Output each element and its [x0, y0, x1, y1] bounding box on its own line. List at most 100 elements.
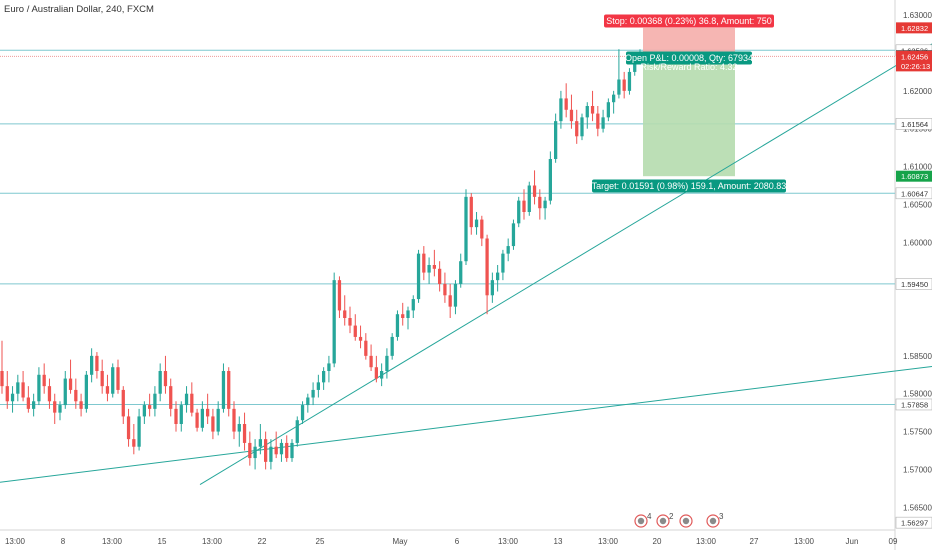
- y-tick-label: 1.58500: [903, 352, 932, 361]
- candle-body: [300, 405, 305, 421]
- trendline[interactable]: [0, 365, 932, 483]
- pnl-label-text: Open P&L: 0.00008, Qty: 67934: [625, 53, 753, 63]
- candle-body: [306, 397, 310, 406]
- y-tick-label: 1.60500: [903, 200, 932, 209]
- candle-body: [580, 117, 584, 137]
- candle-body: [10, 393, 15, 402]
- stop-label[interactable]: [604, 14, 774, 28]
- target-label-text: Target: 0.01591 (0.98%) 159.1, Amount: 2…: [592, 181, 787, 191]
- candle-body: [617, 79, 621, 95]
- candle-body: [132, 439, 136, 447]
- candle-body: [79, 401, 83, 409]
- y-tick-label: 1.57500: [903, 428, 932, 437]
- candle-body: [601, 117, 605, 129]
- y-tick-label: 1.57000: [903, 465, 932, 474]
- y-tick-label: 1.62000: [903, 87, 932, 96]
- candle-body: [90, 355, 94, 375]
- candle-body: [26, 397, 30, 409]
- candle-body: [559, 98, 563, 122]
- candle-body: [385, 355, 389, 371]
- candle-body: [532, 185, 537, 197]
- price-tag-label: 02:26:13: [901, 62, 930, 71]
- candle-body: [248, 442, 252, 459]
- candle-body: [126, 416, 131, 440]
- price-tag: [895, 278, 932, 290]
- x-tick-label: 13:00: [202, 537, 223, 546]
- candle-body: [21, 382, 25, 398]
- candle-body: [285, 442, 289, 459]
- candle-body: [200, 408, 204, 428]
- candle-body: [264, 439, 268, 462]
- price-tag: [895, 187, 932, 200]
- price-tag: [896, 170, 932, 182]
- candle-body: [485, 238, 489, 296]
- candle-body: [206, 408, 210, 417]
- price-tag-label: 1.56297: [901, 519, 928, 528]
- candle-body: [469, 196, 473, 228]
- candle-body: [316, 382, 320, 390]
- x-tick-label: 09: [889, 537, 898, 546]
- x-tick-label: 20: [653, 537, 662, 546]
- pnl-label[interactable]: [626, 51, 752, 65]
- x-tick-label: 8: [61, 537, 66, 546]
- candle-body: [295, 420, 299, 443]
- candle-body: [158, 371, 162, 394]
- candle-body: [432, 265, 436, 269]
- candle-body: [327, 363, 331, 371]
- candle-body: [74, 389, 78, 402]
- price-tag: [896, 50, 932, 62]
- risk-reward-label: Risk/Reward Ratio: 4.32: [640, 62, 737, 72]
- x-tick-label: 6: [455, 537, 460, 546]
- candle-body: [184, 393, 189, 406]
- stop-zone[interactable]: [643, 27, 735, 56]
- candle-body: [422, 253, 426, 273]
- candle-body: [453, 283, 458, 307]
- candle-body: [554, 121, 558, 159]
- candle-body: [411, 299, 415, 311]
- candle-body: [585, 106, 589, 118]
- candle-body: [137, 416, 141, 447]
- target-label[interactable]: [592, 179, 786, 193]
- candle-body: [116, 367, 120, 390]
- candle-body: [100, 371, 104, 387]
- trendline[interactable]: [199, 43, 932, 485]
- price-tag: [896, 22, 932, 34]
- candle-body: [353, 325, 357, 337]
- event-marker-dot: [682, 517, 690, 525]
- candle-body: [163, 371, 168, 387]
- candle-body: [506, 246, 510, 254]
- candle-body: [380, 371, 384, 379]
- candle-body: [111, 367, 115, 394]
- candle-body: [538, 196, 542, 209]
- candle-body: [490, 280, 494, 296]
- candle-body: [169, 386, 173, 409]
- event-marker-dot: [637, 517, 645, 525]
- candle-body: [84, 374, 88, 409]
- candle-body: [153, 393, 157, 409]
- candle-body: [501, 253, 505, 273]
- x-tick-label: 13:00: [696, 537, 717, 546]
- target-zone[interactable]: [643, 55, 735, 177]
- candle-body: [622, 79, 626, 91]
- candle-body: [364, 340, 368, 356]
- price-tag-label: 1.60647: [901, 189, 928, 198]
- candle-body: [5, 386, 9, 402]
- candle-body: [374, 367, 378, 379]
- candle-body: [575, 121, 579, 137]
- event-marker-count: 3: [719, 512, 724, 521]
- candle-body: [179, 405, 183, 424]
- candle-body: [459, 261, 463, 284]
- candle-body: [517, 200, 521, 224]
- candle-body: [464, 196, 468, 262]
- candle-body: [279, 442, 284, 455]
- candle-body: [58, 405, 62, 413]
- price-tag-label: 1.61564: [901, 120, 928, 129]
- candle-body: [527, 185, 531, 212]
- chart-title: Euro / Australian Dollar, 240, FXCM: [4, 4, 154, 15]
- candle-body: [148, 405, 152, 409]
- candle-body: [438, 268, 442, 284]
- price-tag: [895, 516, 932, 529]
- candle-body: [121, 389, 125, 417]
- candle-body: [337, 280, 342, 311]
